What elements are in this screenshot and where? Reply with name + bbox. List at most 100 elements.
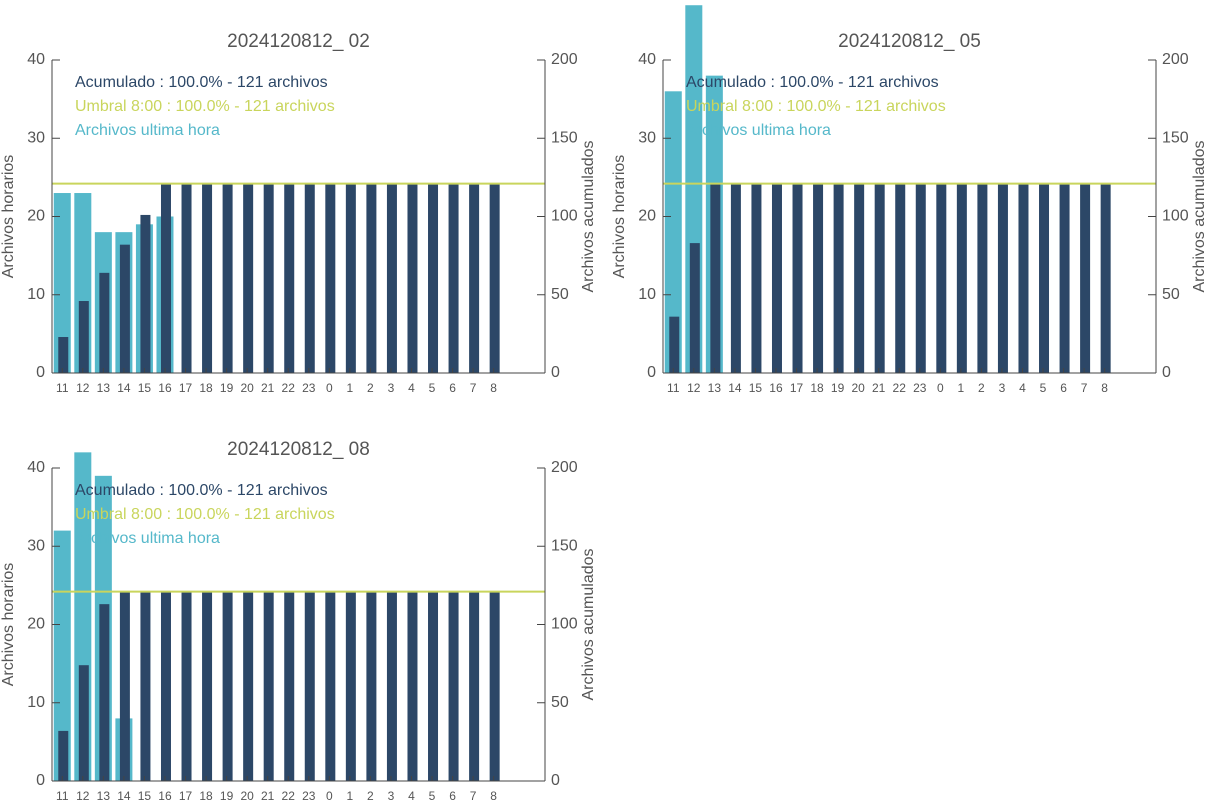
x-tick-label: 3 (388, 381, 395, 395)
x-tick-label: 23 (913, 381, 927, 395)
cumulative-bar (202, 591, 213, 781)
y-tick-label: 30 (638, 129, 656, 146)
x-tick-label: 23 (302, 789, 316, 803)
y-tick-label: 30 (27, 129, 45, 146)
y-tick-label: 10 (638, 286, 656, 303)
x-tick-label: 0 (326, 381, 333, 395)
x-tick-label: 8 (1101, 381, 1108, 395)
cumulative-bar (448, 183, 459, 373)
cumulative-bar (489, 591, 500, 781)
legend-entry: Archivos ultima hora (75, 530, 220, 547)
y-tick-label: 10 (27, 694, 45, 711)
y-tick-label: 40 (27, 459, 45, 476)
x-tick-label: 23 (302, 381, 316, 395)
cumulative-bar (58, 730, 69, 781)
cumulative-bar (160, 183, 171, 373)
x-tick-label: 4 (408, 381, 415, 395)
x-tick-label: 5 (429, 381, 436, 395)
cumulative-bar (140, 214, 151, 373)
x-tick-label: 13 (708, 381, 722, 395)
cumulative-bar (263, 183, 274, 373)
x-tick-label: 20 (240, 381, 254, 395)
cumulative-bar (448, 591, 459, 781)
cumulative-bar (977, 183, 988, 373)
cumulative-bar (243, 591, 254, 781)
legend-entry: Acumulado : 100.0% - 121 archivos (75, 74, 328, 91)
cumulative-bar (284, 183, 295, 373)
y2-tick-label: 100 (551, 616, 578, 633)
cumulative-bar (181, 591, 192, 781)
cumulative-bar (78, 665, 89, 781)
y-tick-label: 20 (27, 208, 45, 225)
y2-tick-label: 200 (551, 459, 578, 476)
y-tick-label: 20 (27, 616, 45, 633)
x-tick-label: 2 (367, 381, 374, 395)
x-tick-label: 17 (790, 381, 804, 395)
x-tick-label: 6 (449, 381, 456, 395)
chart-title: 2024120812_ 05 (838, 31, 981, 52)
y-tick-label: 10 (27, 286, 45, 303)
cumulative-bar (792, 183, 803, 373)
cumulative-bar (325, 591, 336, 781)
x-tick-label: 22 (282, 789, 296, 803)
cumulative-bar (489, 183, 500, 373)
cumulative-bar (304, 591, 315, 781)
x-tick-label: 11 (667, 381, 680, 395)
x-tick-label: 19 (831, 381, 845, 395)
y2-axis-label: Archivos acumulados (580, 548, 597, 700)
cumulative-bar (366, 183, 377, 373)
y2-tick-label: 50 (551, 286, 569, 303)
cumulative-bar (1080, 183, 1091, 373)
x-tick-label: 1 (958, 381, 965, 395)
x-tick-label: 19 (220, 789, 234, 803)
x-tick-label: 5 (429, 789, 436, 803)
x-tick-label: 19 (220, 381, 234, 395)
x-tick-label: 18 (810, 381, 824, 395)
legend-entry: Umbral 8:00 : 100.0% - 121 archivos (75, 506, 335, 523)
cumulative-bar (813, 183, 824, 373)
cumulative-bar (710, 183, 721, 373)
x-tick-label: 12 (76, 381, 90, 395)
cumulative-bar (895, 183, 906, 373)
x-tick-label: 14 (117, 381, 131, 395)
y-tick-label: 40 (638, 51, 656, 68)
cumulative-bar (386, 183, 397, 373)
x-tick-label: 2 (367, 789, 374, 803)
x-tick-label: 3 (999, 381, 1006, 395)
cumulative-bar (997, 183, 1008, 373)
legend-entry: Acumulado : 100.0% - 121 archivos (686, 74, 939, 91)
cumulative-bar (428, 183, 439, 373)
x-tick-label: 18 (199, 789, 213, 803)
x-tick-label: 22 (893, 381, 907, 395)
cumulative-bar (243, 183, 254, 373)
x-tick-label: 6 (1060, 381, 1067, 395)
cumulative-bar (78, 301, 89, 373)
y-tick-label: 40 (27, 51, 45, 68)
cumulative-bar (469, 591, 480, 781)
y2-axis-label: Archivos acumulados (580, 140, 597, 292)
x-tick-label: 15 (138, 381, 152, 395)
legend-entry: Acumulado : 100.0% - 121 archivos (75, 482, 328, 499)
y2-tick-label: 50 (1162, 286, 1180, 303)
legend-entry: Archivos ultima hora (686, 122, 831, 139)
x-tick-label: 12 (687, 381, 701, 395)
cumulative-bar (407, 591, 418, 781)
cumulative-bar (99, 272, 110, 373)
cumulative-bar (304, 183, 315, 373)
x-tick-label: 8 (490, 381, 497, 395)
cumulative-bar (689, 243, 700, 373)
x-tick-label: 21 (872, 381, 886, 395)
x-tick-label: 11 (56, 381, 69, 395)
cumulative-bar (99, 604, 110, 781)
x-tick-label: 8 (490, 789, 497, 803)
x-tick-label: 1 (347, 789, 354, 803)
x-tick-label: 17 (179, 789, 193, 803)
cumulative-bar (222, 591, 233, 781)
y-tick-label: 0 (36, 772, 45, 789)
y-axis-label: Archivos horarios (611, 155, 628, 279)
x-tick-label: 13 (97, 789, 111, 803)
x-tick-label: 15 (749, 381, 763, 395)
cumulative-bar (140, 591, 151, 781)
